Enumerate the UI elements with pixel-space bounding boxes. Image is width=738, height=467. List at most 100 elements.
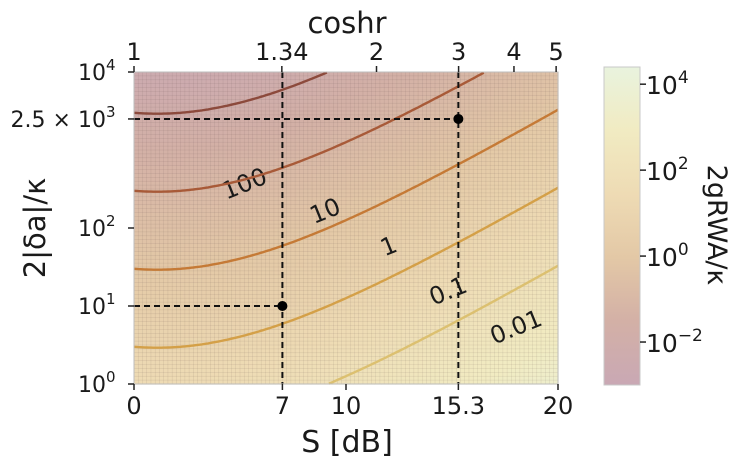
heatmap-cell: [254, 352, 262, 362]
heatmap-cell: [254, 235, 262, 245]
heatmap-cell: [204, 251, 213, 260]
heatmap-cell: [268, 212, 276, 221]
heatmap-cell: [141, 274, 149, 284]
heatmap-cell: [550, 360, 559, 369]
heatmap-cell: [310, 204, 319, 213]
heatmap-cell: [183, 352, 192, 362]
heatmap-cell: [197, 337, 206, 346]
heatmap-cell: [247, 352, 255, 362]
heatmap-cell: [155, 329, 163, 338]
contour-line: [133, 71, 485, 193]
heatmap-cell: [162, 103, 170, 112]
heatmap-cell: [148, 87, 156, 96]
heatmap-cell: [338, 329, 347, 338]
heatmap-cell: [515, 111, 524, 120]
heatmap-cell: [374, 181, 382, 190]
heatmap-cell: [473, 313, 481, 323]
heatmap-cell: [169, 243, 177, 252]
heatmap-cell: [381, 321, 389, 330]
heatmap-cell: [501, 142, 510, 151]
heatmap-cell: [409, 329, 418, 338]
heatmap-cell: [225, 196, 234, 206]
heatmap-cell: [473, 298, 481, 307]
heatmap-cell: [261, 181, 269, 190]
heatmap-cell: [310, 259, 319, 268]
heatmap-cell: [338, 321, 347, 330]
heatmap-cell: [218, 79, 227, 89]
heatmap-cell: [437, 118, 446, 128]
heatmap-cell: [367, 329, 375, 338]
heatmap-cell: [211, 95, 220, 104]
heatmap-cell: [218, 95, 227, 104]
heatmap-cell: [141, 321, 149, 330]
heatmap-cell: [176, 189, 185, 198]
heatmap-cell: [346, 251, 354, 260]
heatmap-cell: [543, 235, 552, 245]
heatmap-cell: [402, 337, 411, 346]
heatmap-cell: [416, 87, 425, 96]
heatmap-cell: [317, 142, 326, 151]
heatmap-cell: [169, 181, 177, 190]
heatmap-cell: [190, 251, 199, 260]
heatmap-cell: [317, 352, 326, 362]
heatmap-cell: [388, 72, 397, 81]
heatmap-cell: [289, 259, 298, 268]
heatmap-cell: [190, 259, 199, 268]
heatmap-cell: [303, 290, 312, 299]
heatmap-cell: [374, 165, 382, 174]
heatmap-cell: [197, 212, 206, 221]
heatmap-cell: [155, 352, 163, 362]
heatmap-cell: [388, 196, 397, 206]
heatmap-cell: [452, 72, 460, 81]
heatmap-cell: [183, 165, 192, 174]
heatmap-cell: [162, 274, 170, 284]
heatmap-cell: [416, 243, 425, 252]
heatmap-cell: [303, 352, 312, 362]
heatmap-cell: [176, 228, 185, 237]
heatmap-cell: [317, 306, 326, 315]
heatmap-cell: [268, 150, 276, 159]
heatmap-cell: [515, 79, 524, 89]
heatmap-cell: [317, 376, 326, 385]
heatmap-cell: [409, 345, 418, 354]
heatmap-cell: [134, 157, 142, 167]
heatmap-cell: [487, 360, 495, 369]
heatmap-cell: [183, 72, 192, 81]
heatmap-cell: [494, 298, 503, 307]
heatmap-cell: [289, 360, 298, 369]
heatmap-cell: [197, 235, 206, 245]
heatmap-cell: [197, 204, 206, 213]
heatmap-cell: [515, 181, 524, 190]
heatmap-cell: [162, 173, 170, 182]
heatmap-cell: [395, 196, 404, 206]
heatmap-cell: [459, 204, 467, 213]
heatmap-cell: [402, 368, 411, 377]
heatmap-cell: [529, 189, 538, 198]
heatmap-cell: [282, 150, 291, 159]
heatmap-cell: [211, 235, 220, 245]
heatmap-cell: [225, 360, 234, 369]
heatmap-cell: [360, 150, 368, 159]
heatmap-cell: [317, 181, 326, 190]
heatmap-cell: [346, 142, 354, 151]
heatmap-cell: [353, 173, 361, 182]
heatmap-cell: [388, 243, 397, 252]
heatmap-cell: [275, 235, 283, 245]
heatmap-cell: [268, 259, 276, 268]
heatmap-cell: [430, 290, 439, 299]
heatmap-cell: [367, 267, 375, 276]
heatmap-cell: [381, 157, 389, 167]
heatmap-cell: [303, 360, 312, 369]
heatmap-cell: [444, 360, 453, 369]
heatmap-cell: [176, 134, 185, 143]
heatmap-cell: [204, 189, 213, 198]
heatmap-cell: [134, 352, 142, 362]
heatmap-cell: [494, 274, 503, 284]
heatmap-cell: [240, 150, 248, 159]
heatmap-cell: [240, 111, 248, 120]
heatmap-cell: [536, 360, 545, 369]
heatmap-cell: [155, 87, 163, 96]
heatmap-cell: [247, 259, 255, 268]
heatmap-cell: [183, 212, 192, 221]
